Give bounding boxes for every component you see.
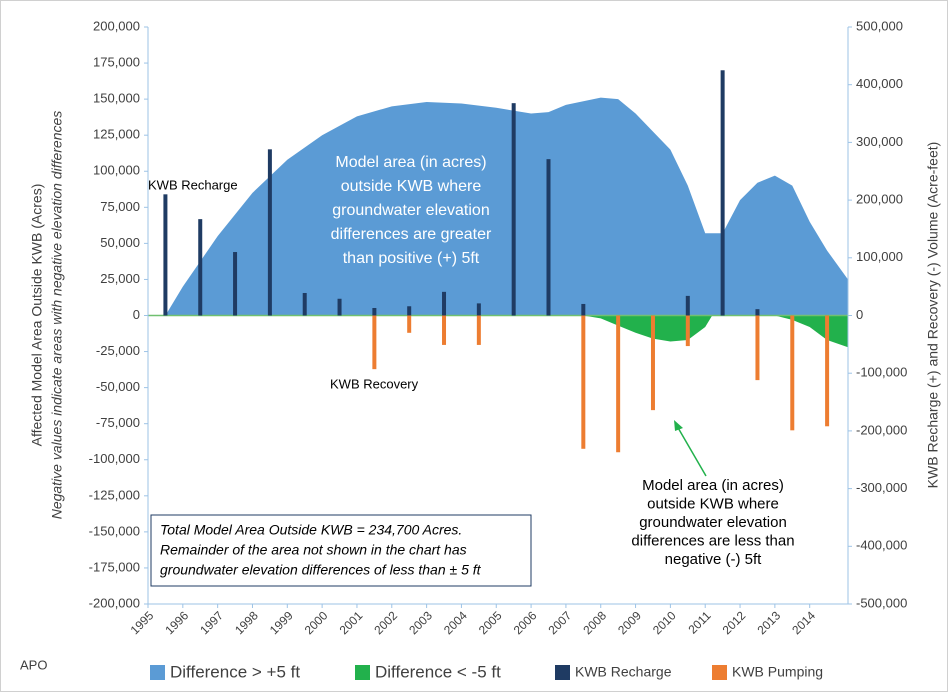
arrow bbox=[676, 425, 707, 477]
annotation: negative (-) 5ft bbox=[665, 551, 763, 568]
bar bbox=[720, 70, 725, 316]
legend-label: Difference > +5 ft bbox=[170, 662, 300, 681]
y2-tick-label: 400,000 bbox=[856, 76, 903, 91]
annotation: Model area (in acres) bbox=[642, 477, 784, 494]
y-axis-title: Affected Model Area Outside KWB (Acres) bbox=[29, 184, 45, 447]
bar bbox=[372, 315, 377, 370]
y-tick-label: 25,000 bbox=[100, 271, 140, 286]
y2-tick-label: 500,000 bbox=[856, 18, 903, 33]
y-tick-label: 150,000 bbox=[93, 91, 140, 106]
y2-tick-label: -300,000 bbox=[856, 480, 907, 495]
annotation: groundwater elevation bbox=[332, 202, 489, 219]
y2-tick-label: 200,000 bbox=[856, 192, 903, 207]
bar bbox=[372, 307, 377, 316]
annotation: differences are greater bbox=[331, 226, 492, 243]
y-tick-label: -150,000 bbox=[89, 523, 140, 538]
bar bbox=[825, 315, 830, 427]
bar bbox=[407, 315, 412, 333]
area bbox=[148, 315, 848, 348]
annotation: than positive (+) 5ft bbox=[343, 250, 480, 267]
legend-swatch bbox=[150, 665, 165, 680]
y-tick-label: 200,000 bbox=[93, 18, 140, 33]
y2-tick-label: 100,000 bbox=[856, 249, 903, 264]
area bbox=[165, 97, 848, 316]
y-axis-subtitle: Negative values indicate areas with nega… bbox=[49, 111, 65, 520]
y-tick-label: -50,000 bbox=[96, 379, 140, 394]
y-tick-label: 75,000 bbox=[100, 199, 140, 214]
bar bbox=[337, 298, 342, 316]
y-tick-label: -25,000 bbox=[96, 343, 140, 358]
y-tick-label: -175,000 bbox=[89, 559, 140, 574]
bar bbox=[476, 303, 481, 316]
legend-label: KWB Recharge bbox=[575, 664, 672, 680]
legend-label: Difference < -5 ft bbox=[375, 662, 501, 681]
bar bbox=[755, 315, 760, 381]
bar bbox=[546, 159, 551, 316]
y-tick-label: -200,000 bbox=[89, 595, 140, 610]
arrowhead bbox=[674, 420, 683, 431]
y-tick-label: -125,000 bbox=[89, 487, 140, 502]
bar bbox=[476, 315, 481, 345]
annotation: KWB Recovery bbox=[330, 376, 419, 391]
bar bbox=[685, 295, 690, 316]
y-tick-label: 125,000 bbox=[93, 127, 140, 142]
legend-label: KWB Pumping bbox=[732, 664, 823, 680]
y2-tick-label: 0 bbox=[856, 307, 863, 322]
bar bbox=[581, 303, 586, 316]
bar bbox=[442, 291, 447, 316]
bar bbox=[511, 103, 516, 316]
y2-tick-label: 300,000 bbox=[856, 134, 903, 149]
bar bbox=[442, 315, 447, 345]
bar bbox=[755, 309, 760, 316]
y-tick-label: 50,000 bbox=[100, 235, 140, 250]
bar bbox=[616, 315, 621, 453]
bar bbox=[233, 252, 238, 316]
y-tick-label: 175,000 bbox=[93, 55, 140, 70]
annotation: outside KWB where bbox=[647, 495, 779, 512]
legend-swatch bbox=[555, 665, 570, 680]
y-tick-label: -100,000 bbox=[89, 451, 140, 466]
y2-tick-label: -400,000 bbox=[856, 538, 907, 553]
legend-swatch bbox=[355, 665, 370, 680]
bar bbox=[302, 292, 307, 316]
bar bbox=[790, 315, 795, 431]
y-tick-label: 0 bbox=[133, 307, 140, 322]
bar bbox=[650, 315, 655, 411]
annotation: Remainder of the area not shown in the c… bbox=[160, 542, 467, 558]
annotation: KWB Recharge bbox=[148, 177, 238, 192]
legend-swatch bbox=[712, 665, 727, 680]
bar bbox=[685, 315, 690, 347]
y2-axis-title: KWB Recharge (+) and Recovery (-) Volume… bbox=[925, 142, 941, 489]
note-box bbox=[150, 514, 532, 587]
y2-tick-label: -500,000 bbox=[856, 595, 907, 610]
y-tick-label: -75,000 bbox=[96, 415, 140, 430]
bar bbox=[581, 315, 586, 449]
annotation: differences are less than bbox=[631, 532, 794, 549]
bar bbox=[198, 219, 203, 316]
annotation: groundwater elevation bbox=[639, 514, 787, 531]
annotation: groundwater elevation differences of les… bbox=[160, 562, 482, 578]
annotation: Total Model Area Outside KWB = 234,700 A… bbox=[160, 522, 462, 538]
annotation: Model area (in acres) bbox=[335, 154, 486, 171]
annotation: outside KWB where bbox=[341, 178, 482, 195]
y2-tick-label: -200,000 bbox=[856, 422, 907, 437]
y2-tick-label: -100,000 bbox=[856, 365, 907, 380]
y-tick-label: 100,000 bbox=[93, 163, 140, 178]
bar bbox=[267, 149, 272, 316]
bar bbox=[407, 306, 412, 316]
bar bbox=[163, 194, 168, 316]
footer: APO bbox=[20, 657, 47, 672]
